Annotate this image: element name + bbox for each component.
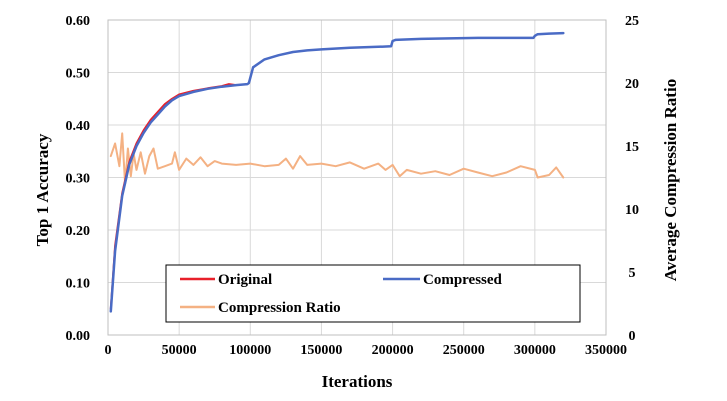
y2-tick-labels: 0 5 10 15 20 25 [625, 14, 639, 344]
legend: Original Compressed Compression Ratio [165, 264, 581, 323]
series-layer [109, 31, 565, 313]
x-tick-label: 100000 [229, 343, 271, 358]
y2-axis-title: Average Compression Ratio [661, 79, 680, 281]
y-tick-label: 0.40 [66, 119, 91, 134]
y-tick-label: 0.10 [66, 277, 91, 292]
y2-tick-label: 5 [629, 266, 636, 281]
x-tick-label: 200000 [372, 343, 414, 358]
x-tick-labels: 0 50000 100000 150000 200000 250000 300000 3500… [105, 343, 628, 358]
gridlines [107, 19, 607, 336]
y-tick-label: 0.30 [66, 172, 91, 187]
x-tick-label: 150000 [300, 343, 342, 358]
x-tick-label: 300000 [514, 343, 556, 358]
y-tick-label: 0.20 [66, 224, 91, 239]
y2-tick-label: 10 [625, 203, 639, 218]
x-axis-title: Iterations [322, 372, 393, 391]
y2-tick-label: 20 [625, 77, 639, 92]
legend-label-compression-ratio: Compression Ratio [218, 300, 341, 316]
y2-tick-label: 25 [625, 14, 639, 29]
y-tick-label: 0.50 [66, 67, 91, 82]
y-tick-labels: 0.00 0.10 0.20 0.30 0.40 0.50 0.60 [66, 14, 91, 344]
x-tick-label: 250000 [443, 343, 485, 358]
series-line-compression-ratio [109, 132, 565, 185]
y-tick-label: 0.00 [66, 329, 91, 344]
legend-label-compressed: Compressed [423, 272, 503, 288]
x-tick-label: 0 [105, 343, 112, 358]
y2-tick-label: 0 [629, 329, 636, 344]
plot-area-border [107, 19, 607, 336]
legend-box [165, 264, 581, 323]
x-tick-label: 50000 [162, 343, 197, 358]
legend-label-original: Original [218, 272, 272, 288]
series-line-compressed [109, 31, 565, 313]
y-tick-label: 0.60 [66, 14, 91, 29]
y-axis-title: Top 1 Accuracy [33, 133, 52, 246]
y2-tick-label: 15 [625, 140, 639, 155]
x-tick-label: 350000 [585, 343, 627, 358]
